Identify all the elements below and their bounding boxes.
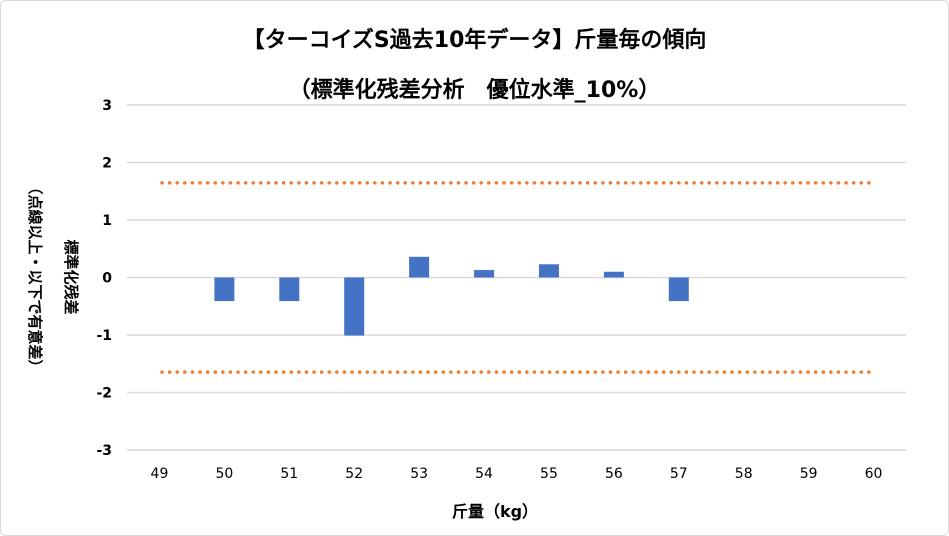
x-tick-label: 49 [151,466,169,482]
chart-title: 【ターコイズS過去10年データ】斤量毎の傾向 [242,28,707,53]
chart-subtitle: （標準化残差分析 優位水準_10%） [288,78,661,103]
y-tick-label: -1 [96,328,112,344]
bar-52 [344,277,365,336]
y-tick-label: 2 [102,156,112,172]
bar-50 [214,277,235,302]
y-tick-label: 0 [102,271,112,287]
x-tick-label: 56 [605,466,623,482]
bar-54 [474,270,495,278]
x-tick-label: 55 [540,466,558,482]
x-tick-label: 59 [800,466,818,482]
y-tick-label: -3 [96,443,112,459]
bar-53 [409,256,430,278]
bar-55 [538,264,559,278]
y-tick-label: 1 [102,213,112,229]
bar-51 [279,277,300,302]
x-tick-label: 58 [735,466,753,482]
x-tick-label: 54 [475,466,493,482]
x-tick-label: 51 [280,466,298,482]
bar-56 [603,271,624,278]
x-tick-label: 60 [865,466,883,482]
bar-57 [668,277,689,302]
y-axis-note: （点線以上・以下で有意差） [26,179,44,374]
y-tick-label: -2 [96,386,112,402]
x-tick-label: 53 [410,466,428,482]
x-tick-label: 52 [345,466,363,482]
x-axis-label: 斤量（kg） [452,502,538,521]
y-axis-label: 標準化残差 [62,239,80,314]
x-tick-label: 57 [670,466,688,482]
y-tick-label: 3 [102,98,112,114]
x-tick-label: 50 [215,466,233,482]
